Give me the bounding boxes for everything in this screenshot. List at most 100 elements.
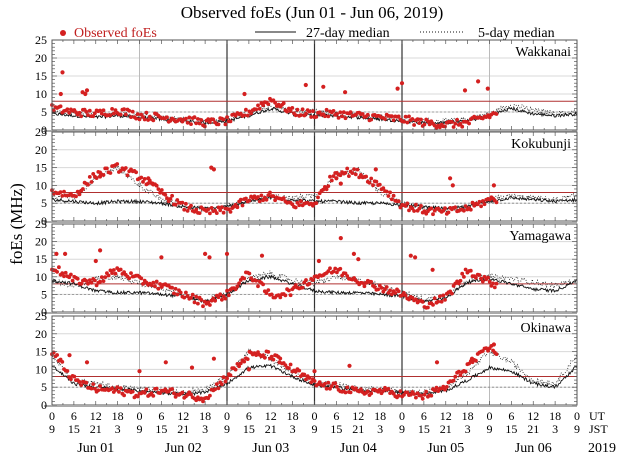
x-tick-label-ut: 6 xyxy=(421,409,427,423)
observed-point xyxy=(144,110,149,115)
x-tick-label-ut: 6 xyxy=(71,409,77,423)
observed-point xyxy=(323,114,327,119)
observed-point xyxy=(77,192,82,197)
observed-point xyxy=(399,81,405,86)
observed-point xyxy=(417,206,422,211)
observed-point xyxy=(101,108,106,113)
observed-point xyxy=(453,374,458,379)
observed-point xyxy=(422,122,427,127)
observed-point xyxy=(189,296,193,300)
observed-point xyxy=(386,387,391,391)
observed-point xyxy=(211,117,216,122)
observed-point xyxy=(58,104,63,109)
observed-point xyxy=(197,211,202,216)
observed-point xyxy=(287,288,291,293)
observed-point xyxy=(223,379,228,384)
observed-point xyxy=(297,203,302,208)
observed-point xyxy=(98,279,102,284)
observed-point xyxy=(369,176,374,181)
observed-point xyxy=(106,273,111,278)
observed-point xyxy=(451,125,456,129)
observed-point xyxy=(154,183,159,188)
observed-point xyxy=(334,176,339,181)
observed-point xyxy=(173,286,178,291)
y-tick-label: 5 xyxy=(41,196,47,210)
observed-point xyxy=(146,118,151,122)
observed-point xyxy=(365,112,370,117)
observed-point xyxy=(486,275,490,280)
observed-point xyxy=(494,112,499,116)
observed-point xyxy=(115,162,120,166)
observed-point xyxy=(151,280,156,285)
observed-point xyxy=(467,121,471,126)
observed-point xyxy=(266,350,271,354)
observed-point xyxy=(141,180,145,184)
observed-point xyxy=(89,280,94,285)
observed-point xyxy=(91,114,96,118)
observed-point xyxy=(261,103,265,108)
x-tick-label-ut: 18 xyxy=(287,409,299,423)
observed-point xyxy=(89,180,94,184)
observed-point xyxy=(331,174,336,179)
observed-point xyxy=(402,119,406,124)
observed-point xyxy=(194,207,199,212)
observed-point xyxy=(137,117,142,122)
observed-point xyxy=(197,121,202,126)
day-label: Jun 01 xyxy=(77,441,114,456)
observed-point xyxy=(228,373,233,378)
observed-point xyxy=(216,386,221,391)
observed-point xyxy=(91,172,96,176)
observed-point xyxy=(372,285,377,289)
observed-point xyxy=(110,386,114,391)
observed-point xyxy=(281,196,286,200)
observed-point xyxy=(69,272,73,277)
observed-point xyxy=(108,171,113,175)
observed-point xyxy=(283,293,288,298)
observed-point xyxy=(233,287,238,292)
observed-point xyxy=(113,108,118,113)
observed-point xyxy=(99,275,104,279)
observed-point xyxy=(343,390,348,395)
observed-point xyxy=(184,116,188,121)
observed-point xyxy=(259,253,265,258)
station-label: Kokubunji xyxy=(511,137,571,152)
observed-point xyxy=(211,356,216,361)
observed-point xyxy=(84,360,90,365)
observed-point xyxy=(474,275,478,280)
observed-point xyxy=(295,107,300,112)
observed-point xyxy=(134,116,139,121)
observed-point xyxy=(458,121,463,126)
observed-point xyxy=(218,292,223,297)
observed-point xyxy=(242,91,247,97)
observed-point xyxy=(367,180,372,185)
observed-point xyxy=(491,342,496,347)
observed-points xyxy=(50,70,499,130)
observed-point xyxy=(93,111,97,116)
x-row-label-ut: UT xyxy=(589,409,606,423)
observed-point xyxy=(242,113,247,118)
chart-title: Observed foEs (Jun 01 - Jun 06, 2019) xyxy=(181,3,444,22)
observed-point xyxy=(89,386,94,391)
observed-point xyxy=(422,392,427,397)
observed-point xyxy=(384,285,389,289)
observed-point xyxy=(209,206,214,210)
x-axis: 0961512211830961512211830961512211830961… xyxy=(49,409,616,456)
observed-points xyxy=(50,236,499,310)
panel-okinawa: 0 5 10 15 20 25 Okinawa xyxy=(35,309,578,412)
observed-point xyxy=(398,389,403,393)
observed-point xyxy=(304,377,308,382)
observed-point xyxy=(277,360,282,365)
observed-point xyxy=(323,381,327,386)
observed-point xyxy=(414,395,418,400)
observed-point xyxy=(113,271,118,276)
observed-point xyxy=(388,190,392,195)
y-tick-label: 15 xyxy=(35,345,47,359)
observed-point xyxy=(187,115,192,120)
observed-point xyxy=(350,171,355,176)
observed-point xyxy=(386,194,391,198)
observed-point xyxy=(256,350,260,354)
x-tick-label-jst: 15 xyxy=(505,422,517,436)
observed-point xyxy=(237,281,242,286)
observed-point xyxy=(221,375,226,380)
observed-point xyxy=(173,202,178,207)
